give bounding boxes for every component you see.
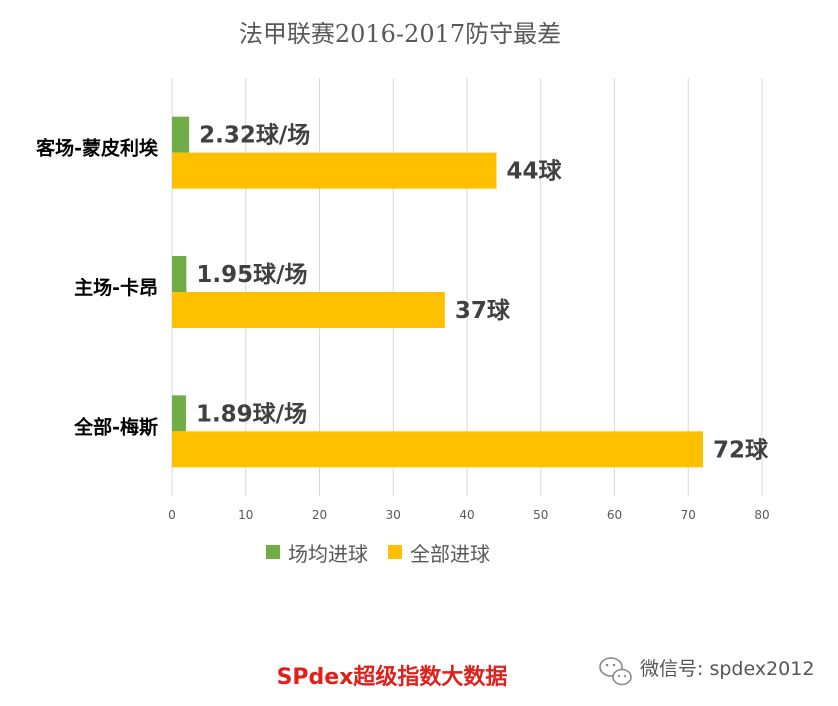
footer-brand: SPdex超级指数大数据 [277,664,508,690]
bar [172,256,187,292]
legend-swatch [388,545,402,559]
bar [172,116,190,153]
tick-label: 80 [754,508,769,522]
chart-title: 法甲联赛2016-2017防守最差 [239,20,561,48]
data-label: 2.32球/场 [199,123,310,149]
category-label: 全部-梅斯 [73,415,158,438]
data-label: 72球 [713,437,769,463]
legend-label: 全部进球 [410,542,490,566]
legend-swatch [266,545,280,559]
bar [172,395,186,432]
bar [172,292,445,328]
watermark-text: 微信号: spdex2012 [640,658,814,680]
grid [171,78,763,496]
category-label: 客场-蒙皮利埃 [36,137,159,160]
tick-label: 30 [386,508,401,522]
tick-label: 40 [459,508,474,522]
tick-label: 10 [238,508,253,522]
wechat-icon [599,657,632,686]
legend: 场均进球 全部进球 [266,542,490,566]
data-label: 37球 [455,298,511,324]
category-label: 主场-卡昂 [74,276,158,299]
data-label: 44球 [507,159,563,185]
bar [172,152,497,189]
tick-label: 70 [681,508,696,522]
legend-label: 场均进球 [288,542,368,566]
bar [172,431,703,468]
x-axis-ticks: 0 10 20 30 40 50 60 70 80 [168,508,769,522]
bars: 2.32球/场 44球 1.95球/场 37球 1.89球/场 72球 [172,116,769,468]
tick-label: 60 [607,508,622,522]
tick-label: 20 [312,508,327,522]
tick-label: 0 [168,508,176,522]
tick-label: 50 [533,508,548,522]
data-label: 1.89球/场 [196,401,307,427]
data-label: 1.95球/场 [196,262,307,288]
